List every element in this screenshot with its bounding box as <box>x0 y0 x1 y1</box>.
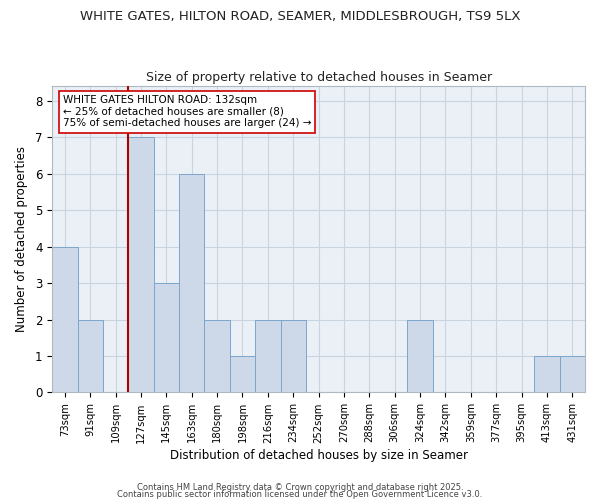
Bar <box>52 246 77 392</box>
Bar <box>77 320 103 392</box>
Text: Contains public sector information licensed under the Open Government Licence v3: Contains public sector information licen… <box>118 490 482 499</box>
Bar <box>534 356 560 393</box>
Title: Size of property relative to detached houses in Seamer: Size of property relative to detached ho… <box>146 70 491 84</box>
Bar <box>179 174 205 392</box>
Bar <box>560 356 585 393</box>
Text: WHITE GATES HILTON ROAD: 132sqm
← 25% of detached houses are smaller (8)
75% of : WHITE GATES HILTON ROAD: 132sqm ← 25% of… <box>63 95 311 128</box>
Text: Contains HM Land Registry data © Crown copyright and database right 2025.: Contains HM Land Registry data © Crown c… <box>137 484 463 492</box>
Bar <box>255 320 281 392</box>
Bar <box>154 283 179 393</box>
X-axis label: Distribution of detached houses by size in Seamer: Distribution of detached houses by size … <box>170 450 467 462</box>
Bar <box>128 137 154 392</box>
Text: WHITE GATES, HILTON ROAD, SEAMER, MIDDLESBROUGH, TS9 5LX: WHITE GATES, HILTON ROAD, SEAMER, MIDDLE… <box>80 10 520 23</box>
Bar <box>230 356 255 393</box>
Bar <box>281 320 306 392</box>
Bar <box>205 320 230 392</box>
Y-axis label: Number of detached properties: Number of detached properties <box>15 146 28 332</box>
Bar <box>407 320 433 392</box>
